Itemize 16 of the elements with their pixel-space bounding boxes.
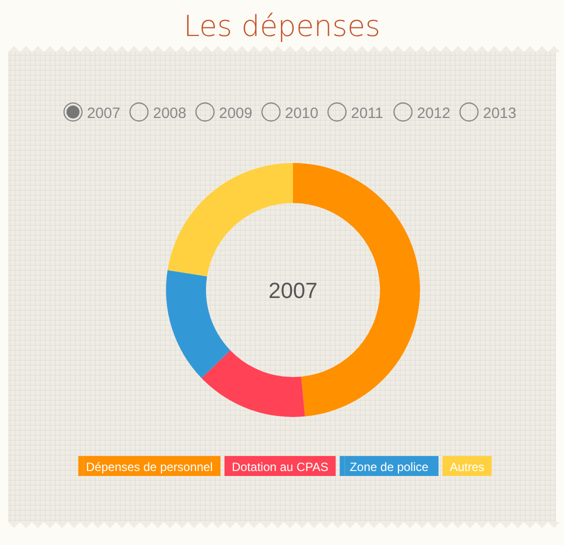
chart-title: Les dépenses — [184, 9, 380, 43]
text: 2007 — [87, 105, 120, 122]
legend-label: Zone de police — [350, 460, 429, 474]
legend-label: Dépenses de personnel — [86, 460, 213, 474]
text: 2009 — [219, 105, 252, 122]
donut-slice — [202, 350, 305, 417]
text: 2013 — [483, 105, 516, 122]
donut-slice — [166, 270, 230, 378]
text: 2007 — [268, 278, 318, 303]
legend-label: Autres — [450, 460, 484, 474]
text: 2011 — [351, 105, 384, 122]
donut-slice — [168, 163, 293, 276]
text: 2012 — [417, 105, 450, 122]
text: 2008 — [153, 105, 186, 122]
text: 2010 — [285, 105, 318, 122]
legend-label: Dotation au CPAS — [232, 460, 328, 474]
